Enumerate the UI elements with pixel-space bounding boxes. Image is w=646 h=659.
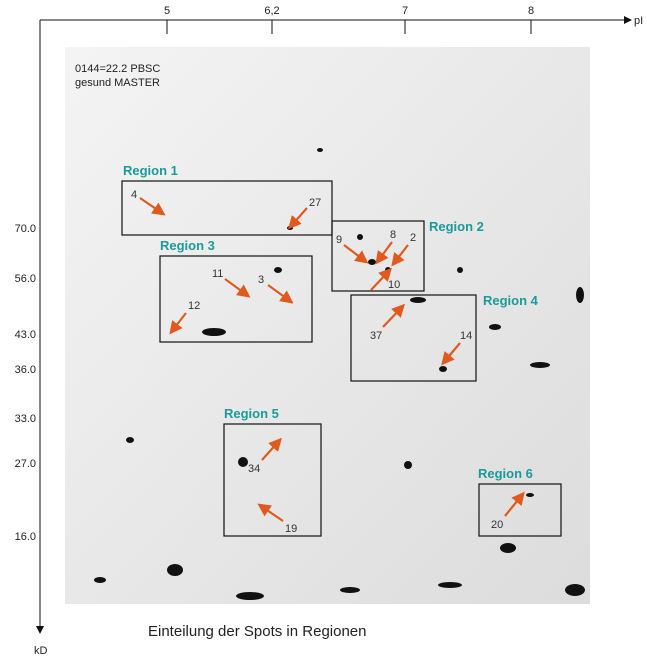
region-label: Region 3	[160, 238, 215, 253]
y-tick-label: 70.0	[15, 223, 36, 235]
spot-number: 4	[131, 189, 137, 201]
region-label: Region 2	[429, 219, 484, 234]
y-tick-label: 43.0	[15, 329, 36, 341]
gel-image	[65, 47, 590, 604]
spot-number: 12	[188, 300, 200, 312]
region-label: Region 4	[483, 293, 539, 308]
y-tick-label: 33.0	[15, 413, 36, 425]
region-label: Region 1	[123, 163, 178, 178]
x-tick-label: 5	[164, 5, 170, 17]
caption: Einteilung der Spots in Regionen	[148, 623, 366, 640]
y-ticks: 70.0 56.0 43.0 36.0 33.0 27.0 16.0	[15, 223, 36, 543]
region-label: Region 6	[478, 466, 533, 481]
spot-number: 8	[390, 229, 396, 241]
spot-number: 14	[460, 330, 472, 342]
y-axis-label: kD	[34, 645, 48, 657]
x-tick-label: 6,2	[264, 5, 279, 17]
gel-label: gesund MASTER	[75, 77, 160, 89]
spot-number: 34	[248, 463, 260, 475]
y-tick-label: 56.0	[15, 273, 36, 285]
spot-number: 9	[336, 234, 342, 246]
spot-number: 37	[370, 330, 382, 342]
x-axis-label: pI	[634, 15, 643, 27]
region-label: Region 5	[224, 406, 279, 421]
spot-number: 19	[285, 523, 297, 535]
spot-number: 2	[410, 232, 416, 244]
spot-number: 20	[491, 519, 503, 531]
figure: 0144=22.2 PBSC gesund MASTER pI kD 5 6,2…	[0, 0, 646, 659]
gel-label: 0144=22.2 PBSC	[75, 63, 160, 75]
x-tick-label: 8	[528, 5, 534, 17]
spot-number: 11	[212, 268, 223, 280]
y-tick-label: 36.0	[15, 364, 36, 376]
spot-number: 3	[258, 274, 264, 286]
x-tick-label: 7	[402, 5, 408, 17]
y-tick-label: 27.0	[15, 458, 36, 470]
y-tick-label: 16.0	[15, 531, 36, 543]
spot-number: 10	[388, 279, 400, 291]
spot-number: 27	[309, 197, 321, 209]
